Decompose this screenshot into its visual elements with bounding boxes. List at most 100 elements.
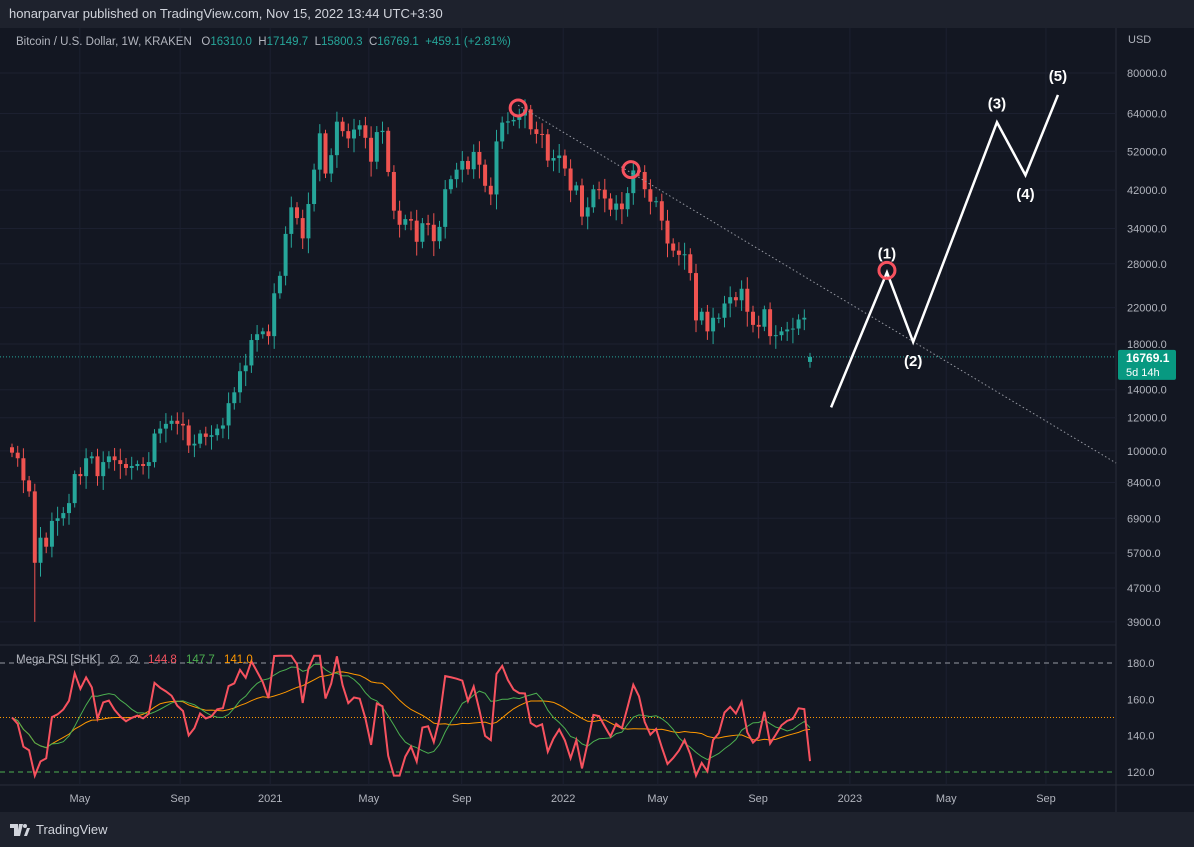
candle-body [768,309,773,337]
wave-label: (4) [1016,186,1034,203]
price-tick-label: 22000.0 [1127,303,1167,315]
candle-body [711,317,716,332]
currency-label: USD [1128,34,1152,46]
candle-body [357,125,362,130]
time-tick-label: May [358,793,379,805]
candle-body [676,250,681,255]
candle-body [802,317,807,320]
rsi-legend: Mega RSI [SHK] ∅ ∅ 144.8 147.7 141.0 [16,652,259,666]
candle-body [295,207,299,219]
elliott-wave-path [829,94,1060,408]
time-tick-label: May [647,793,668,805]
candle-body [460,160,465,170]
indicator-name[interactable]: Mega RSI [SHK] [16,654,101,666]
candle-body [203,433,208,437]
publish-info: honarparvar published on TradingView.com… [9,6,443,21]
candle-body [363,125,368,138]
pivot-circle [621,160,641,180]
candle-body [27,480,32,492]
candle-body [243,365,248,372]
candle-body [699,311,704,321]
candle-body [414,220,419,242]
candle-body [751,311,755,325]
candle-body [602,189,607,199]
time-tick-label: 2021 [258,793,282,805]
candle-body [238,371,242,393]
candle-body [540,133,545,135]
candle-body [716,317,721,319]
candle-body [808,356,812,362]
high-label: H [258,36,267,48]
candle-body [181,423,185,426]
time-tick-label: 2022 [551,793,575,805]
candle-body [374,132,379,162]
candle-body [745,288,750,312]
candle-body [334,121,339,156]
candle-body [397,210,402,225]
candle-body [762,309,767,327]
countdown-label: 5d 14h [1126,367,1160,379]
time-tick-label: Sep [1036,793,1056,805]
candle-body [380,130,385,133]
candle-body [756,324,761,327]
symbol-name[interactable]: Bitcoin / U.S. Dollar, 1W, KRAKEN [16,36,192,48]
candle-body [585,207,590,217]
close-value: 16769.1 [377,36,419,48]
candle-body [15,452,20,459]
wave-label: (2) [904,353,922,370]
candle-body [249,340,254,366]
footer-brand[interactable]: TradingView [36,822,108,837]
candle-body [152,433,157,463]
candle-body [739,288,744,301]
candle-body [352,129,356,139]
candle-body [101,462,106,477]
candle-body [448,179,453,190]
candle-body [226,403,231,426]
candle-body [682,254,687,256]
candle-body [32,491,37,563]
candle-body [169,420,174,424]
tradingview-logo-icon [10,823,30,836]
candle-body [665,220,670,244]
candle-body [266,331,271,337]
candle-body [112,456,117,461]
candle-body [346,131,351,139]
price-tick-label: 80000.0 [1127,68,1167,80]
candle-body [580,185,584,217]
candle-body [437,226,442,242]
price-tick-label: 52000.0 [1127,146,1167,158]
price-tick-label: 42000.0 [1127,185,1167,197]
candle-body [443,189,448,227]
param-1: ∅ [109,654,120,666]
candle-body [562,155,567,169]
candle-body [705,311,710,332]
candle-body [494,141,499,195]
last-price-label: 16769.1 [1126,351,1170,365]
price-tick-label: 18000.0 [1127,339,1167,351]
candle-body [597,189,602,191]
candle-body [209,435,214,437]
candle-body [220,425,225,429]
symbol-legend: Bitcoin / U.S. Dollar, 1W, KRAKEN O16310… [16,36,511,48]
candle-body [733,297,738,301]
candle-body [323,133,328,174]
open-value: 16310.0 [210,36,252,48]
candle-body [340,121,345,132]
candle-body [545,134,550,161]
low-value: 15800.3 [320,36,363,48]
candle-body [471,151,476,170]
chart-canvas[interactable]: 80000.0 64000.0 52000.0 42000.0 34000.0 28000… [0,28,1194,812]
candle-body [785,329,790,332]
price-tick-label: 14000.0 [1127,385,1167,397]
candle-body [642,171,647,190]
pivot-circle [877,260,897,280]
candle-body [391,171,396,211]
candle-body [49,520,54,547]
wave-label: (5) [1049,68,1067,85]
candle-body [300,218,305,239]
price-tick-label: 34000.0 [1127,223,1167,235]
slow-value: 141.0 [224,654,253,666]
rsi-tick-label: 160.0 [1127,694,1155,706]
price-tick-label: 3900.0 [1127,617,1161,629]
candle-body [568,168,573,191]
